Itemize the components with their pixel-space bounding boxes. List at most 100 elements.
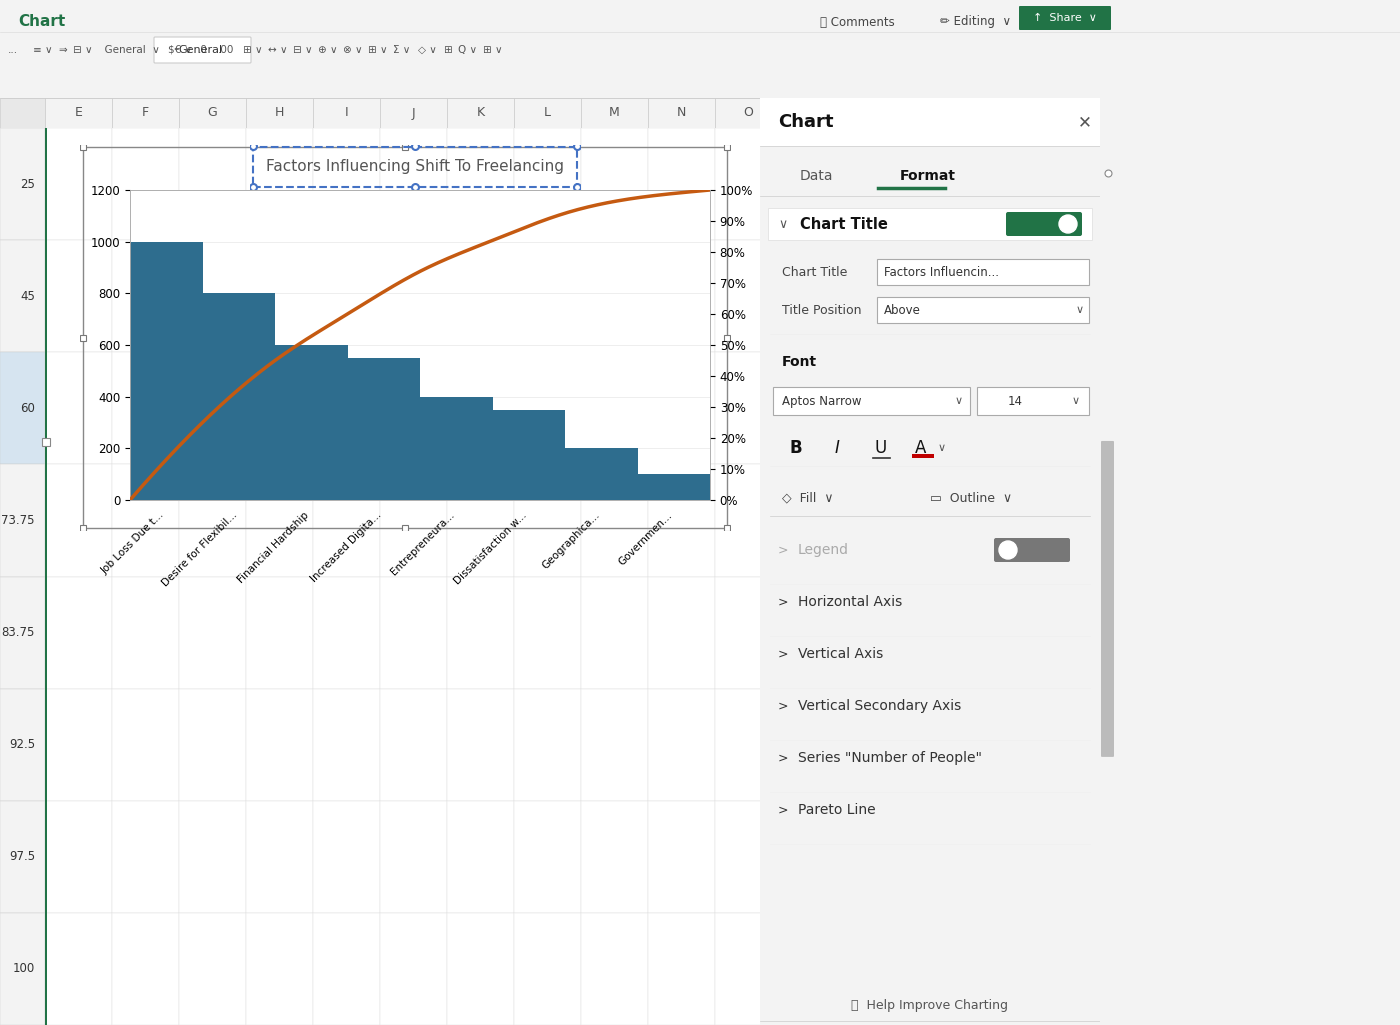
FancyBboxPatch shape (154, 37, 251, 63)
FancyBboxPatch shape (246, 464, 314, 576)
Text: K: K (476, 107, 484, 120)
Bar (493, 410, 566, 500)
FancyBboxPatch shape (179, 801, 246, 913)
FancyBboxPatch shape (45, 689, 112, 801)
Text: 14: 14 (1008, 395, 1023, 408)
Text: F: F (141, 107, 148, 120)
FancyBboxPatch shape (379, 464, 447, 576)
Text: ◇  Fill  ∨: ◇ Fill ∨ (783, 492, 833, 504)
FancyBboxPatch shape (314, 801, 379, 913)
FancyBboxPatch shape (246, 353, 314, 464)
FancyBboxPatch shape (179, 353, 246, 464)
FancyBboxPatch shape (447, 240, 514, 353)
FancyBboxPatch shape (246, 576, 314, 689)
Text: 83.75: 83.75 (1, 626, 35, 639)
Bar (130, 242, 203, 500)
Text: Σ ∨: Σ ∨ (393, 45, 410, 55)
Text: ⊕ ∨: ⊕ ∨ (318, 45, 337, 55)
FancyBboxPatch shape (648, 353, 715, 464)
Text: ...: ... (8, 45, 18, 55)
FancyBboxPatch shape (581, 240, 648, 353)
Text: >: > (778, 648, 788, 660)
FancyBboxPatch shape (45, 98, 112, 128)
FancyBboxPatch shape (715, 240, 783, 353)
FancyBboxPatch shape (379, 801, 447, 913)
FancyBboxPatch shape (715, 128, 783, 240)
FancyBboxPatch shape (314, 353, 379, 464)
FancyBboxPatch shape (648, 98, 715, 128)
FancyBboxPatch shape (0, 240, 45, 353)
Text: Factors Influencing Shift To Freelancing: Factors Influencing Shift To Freelancing (266, 160, 564, 174)
FancyBboxPatch shape (773, 387, 970, 415)
FancyBboxPatch shape (0, 353, 45, 464)
FancyBboxPatch shape (179, 240, 246, 353)
FancyBboxPatch shape (581, 353, 648, 464)
Text: Font: Font (783, 355, 818, 369)
FancyBboxPatch shape (112, 128, 179, 240)
FancyBboxPatch shape (379, 240, 447, 353)
Text: Factors Influencin...: Factors Influencin... (883, 265, 1000, 279)
FancyBboxPatch shape (447, 689, 514, 801)
FancyBboxPatch shape (514, 353, 581, 464)
Text: Vertical Axis: Vertical Axis (798, 647, 883, 661)
FancyBboxPatch shape (447, 913, 514, 1025)
FancyBboxPatch shape (715, 464, 783, 576)
Text: Series "Number of People": Series "Number of People" (798, 751, 981, 765)
FancyBboxPatch shape (715, 689, 783, 801)
FancyBboxPatch shape (514, 576, 581, 689)
FancyBboxPatch shape (514, 98, 581, 128)
FancyBboxPatch shape (179, 576, 246, 689)
Text: Data: Data (799, 169, 833, 183)
FancyBboxPatch shape (581, 913, 648, 1025)
Text: >: > (778, 543, 788, 557)
Text: 25: 25 (20, 177, 35, 191)
FancyBboxPatch shape (379, 98, 447, 128)
Text: ↔ ∨: ↔ ∨ (267, 45, 287, 55)
Text: U: U (875, 439, 888, 457)
Text: ⊞: ⊞ (442, 45, 452, 55)
Text: ∨: ∨ (938, 443, 946, 453)
FancyBboxPatch shape (314, 576, 379, 689)
FancyBboxPatch shape (514, 801, 581, 913)
Text: Vertical Secondary Axis: Vertical Secondary Axis (798, 699, 962, 713)
FancyBboxPatch shape (45, 464, 112, 576)
Bar (566, 448, 637, 500)
Text: H: H (274, 107, 284, 120)
FancyBboxPatch shape (314, 464, 379, 576)
FancyBboxPatch shape (379, 128, 447, 240)
Text: General: General (178, 45, 223, 55)
Text: >: > (778, 596, 788, 609)
FancyBboxPatch shape (447, 98, 514, 128)
FancyBboxPatch shape (0, 689, 45, 801)
Text: 📊  Help Improve Charting: 📊 Help Improve Charting (851, 998, 1008, 1012)
Text: I: I (344, 107, 349, 120)
Text: Chart: Chart (778, 113, 833, 131)
FancyBboxPatch shape (314, 128, 379, 240)
Text: ⊟ ∨: ⊟ ∨ (293, 45, 312, 55)
Circle shape (1058, 215, 1077, 233)
FancyBboxPatch shape (0, 128, 45, 240)
Text: ∨: ∨ (1072, 396, 1081, 406)
Text: E: E (74, 107, 83, 120)
FancyBboxPatch shape (45, 576, 112, 689)
Text: >: > (778, 751, 788, 765)
FancyBboxPatch shape (581, 689, 648, 801)
FancyBboxPatch shape (379, 689, 447, 801)
FancyBboxPatch shape (581, 464, 648, 576)
FancyBboxPatch shape (0, 98, 45, 128)
FancyBboxPatch shape (45, 913, 112, 1025)
Text: ✏ Editing  ∨: ✏ Editing ∨ (939, 15, 1011, 29)
Text: M: M (609, 107, 620, 120)
Text: .00: .00 (218, 45, 234, 55)
Text: B: B (790, 439, 802, 457)
Text: 🗨 Comments: 🗨 Comments (820, 15, 895, 29)
FancyBboxPatch shape (977, 387, 1089, 415)
FancyBboxPatch shape (112, 913, 179, 1025)
Text: Chart Title: Chart Title (799, 216, 888, 232)
FancyBboxPatch shape (314, 240, 379, 353)
Bar (274, 345, 347, 500)
FancyBboxPatch shape (581, 801, 648, 913)
Text: ⊞ ∨: ⊞ ∨ (244, 45, 263, 55)
FancyBboxPatch shape (45, 128, 48, 1025)
Text: 100: 100 (13, 962, 35, 976)
